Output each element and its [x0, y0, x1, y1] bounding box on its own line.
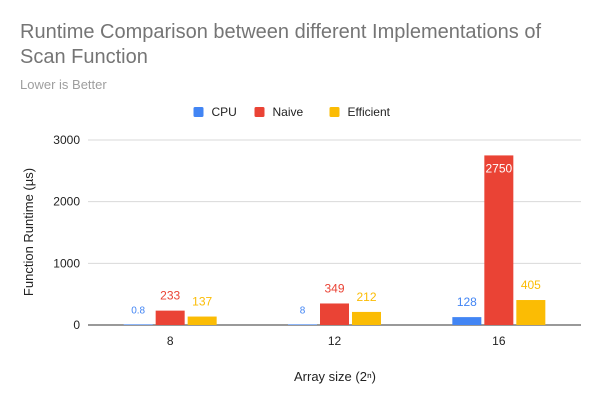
data-label-naive-8: 233: [160, 289, 180, 303]
bar-cpu-8: [123, 324, 153, 325]
y-tick-label: 1000: [53, 256, 80, 270]
y-axis-label: Function Runtime (µs): [21, 168, 36, 296]
data-label-naive-12: 349: [324, 281, 344, 295]
chart-title-line-1: Runtime Comparison between different Imp…: [20, 21, 541, 43]
bar-cpu-12: [288, 324, 317, 325]
chart-subtitle: Lower is Better: [20, 77, 107, 92]
x-axis-label: Array size (2ⁿ): [294, 369, 376, 384]
chart-title-line-2: Scan Function: [20, 46, 148, 68]
data-label-efficient-12: 212: [356, 290, 376, 304]
bar-naive-8: [155, 310, 185, 325]
bars: [123, 155, 546, 325]
data-label-naive-16: 2750: [485, 161, 512, 175]
legend-label-naive: Naive: [273, 105, 304, 119]
data-label-efficient-8: 137: [192, 295, 212, 309]
legend-swatch-cpu: [193, 107, 204, 117]
bar-efficient-8: [187, 316, 217, 325]
legend: CPU Naive Efficient: [193, 105, 391, 119]
data-label-efficient-16: 405: [521, 278, 541, 292]
x-tick-label: 8: [167, 334, 174, 348]
y-tick-label: 2000: [53, 195, 80, 209]
bar-efficient-16: [516, 300, 546, 325]
legend-label-cpu: CPU: [212, 105, 237, 119]
x-tick-label: 16: [492, 334, 506, 348]
bar-naive-12: [320, 303, 349, 325]
x-tick-label: 12: [328, 334, 342, 348]
legend-swatch-naive: [254, 107, 265, 117]
axis-ticks: 0 1000 2000 3000 8 12 16: [53, 133, 506, 348]
data-label-cpu-12: 8: [300, 305, 306, 316]
bar-naive-16: [484, 155, 514, 325]
data-label-cpu-16: 128: [457, 295, 477, 309]
bar-cpu-16: [452, 317, 482, 325]
y-tick-label: 3000: [53, 133, 80, 147]
legend-swatch-efficient: [329, 107, 340, 117]
y-tick-label: 0: [73, 318, 80, 332]
bar-efficient-12: [352, 311, 381, 325]
legend-label-efficient: Efficient: [348, 105, 391, 119]
data-labels: 0.8 233 137 8 349 212 128 2750 405: [131, 161, 541, 316]
data-label-cpu-8: 0.8: [131, 305, 145, 316]
